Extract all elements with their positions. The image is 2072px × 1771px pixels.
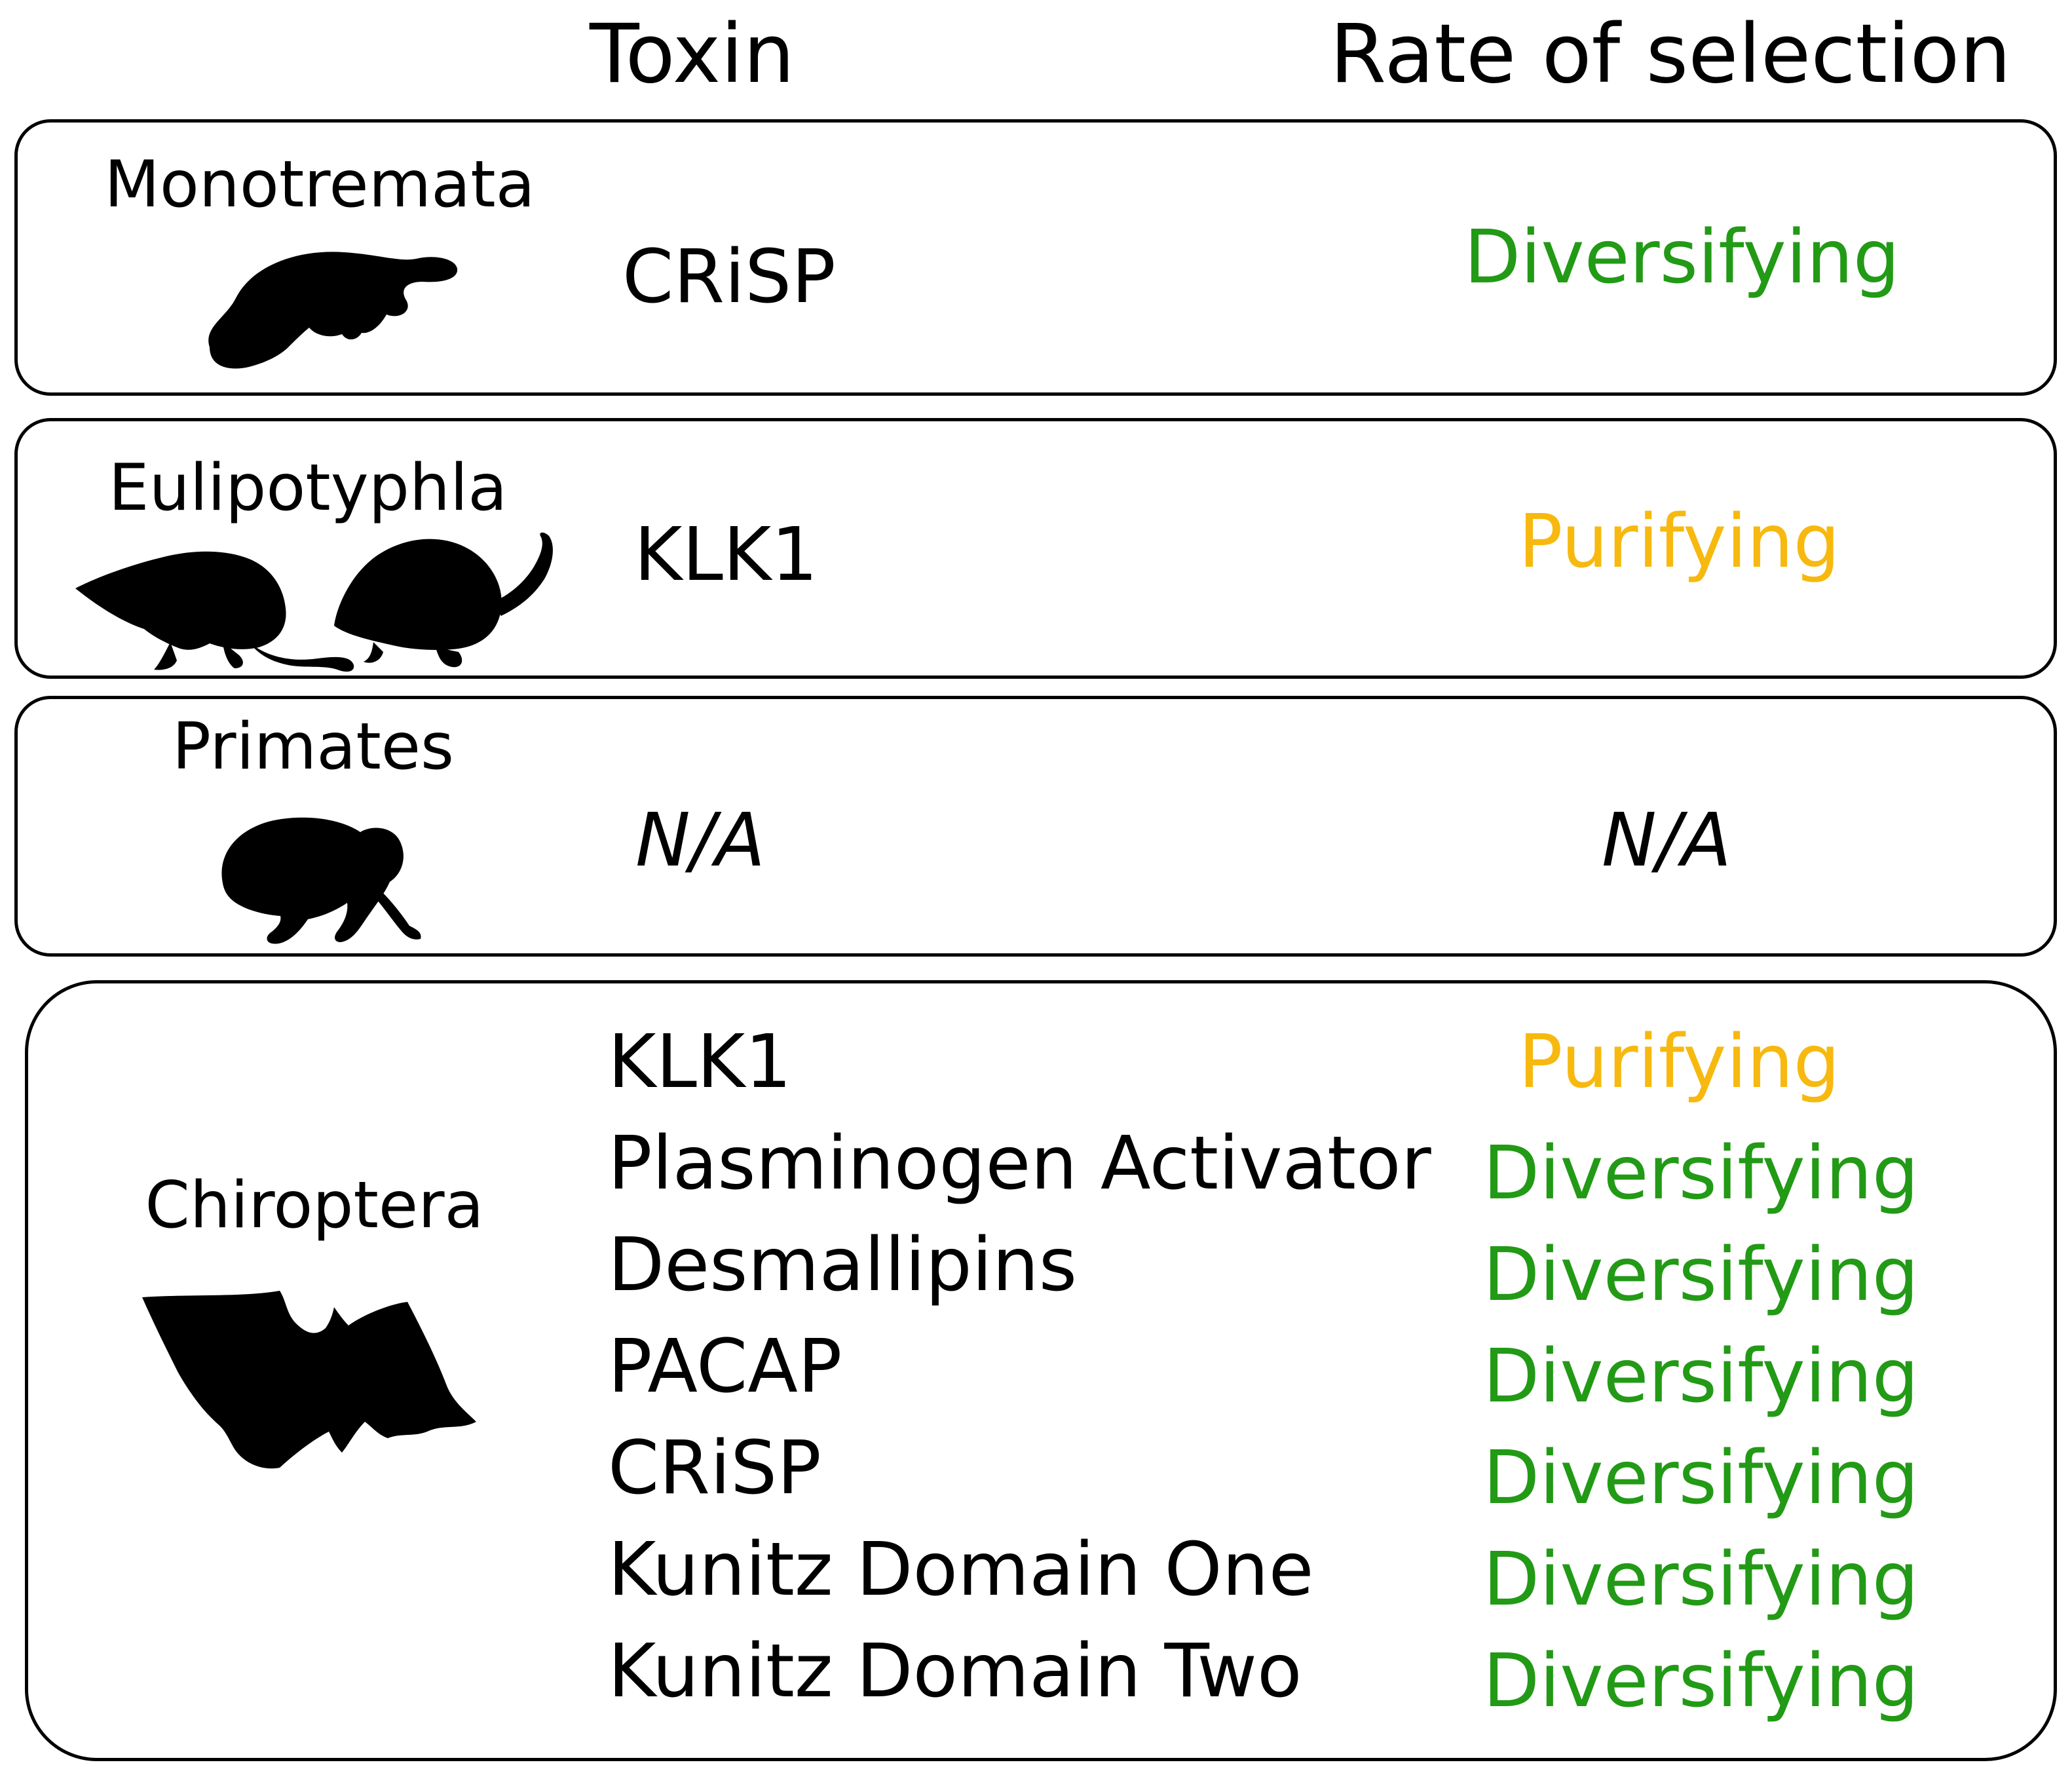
platypus-icon: [208, 252, 458, 369]
chiroptera-selection-3: Diversifying: [1483, 1334, 1919, 1419]
monotremata-selection-0: Diversifying: [1464, 215, 1900, 300]
chiroptera-toxin-2: Desmallipins: [608, 1223, 1078, 1308]
taxon-label-eulipotyphla: Eulipotyphla: [108, 451, 508, 525]
chiroptera-toxin-5: Kunitz Domain One: [608, 1527, 1314, 1612]
chiroptera-selection-2: Diversifying: [1483, 1232, 1919, 1318]
shrew-and-solenodon-icon: [75, 532, 553, 672]
chiroptera-selection-5: Diversifying: [1483, 1537, 1919, 1622]
chiroptera-selection-1: Diversifying: [1483, 1131, 1919, 1216]
chiroptera-selection-6: Diversifying: [1483, 1639, 1919, 1724]
chiroptera-selection-4: Diversifying: [1483, 1436, 1919, 1521]
chiroptera-toxin-3: PACAP: [608, 1324, 842, 1409]
taxon-label-chiroptera: Chiroptera: [145, 1168, 484, 1243]
chiroptera-toxin-6: Kunitz Domain Two: [608, 1629, 1302, 1714]
eulipotyphla-selection-0: Purifying: [1518, 499, 1840, 584]
slow-loris-icon: [221, 817, 421, 944]
chiroptera-selection-0: Purifying: [1518, 1019, 1840, 1105]
chiroptera-toxin-1: Plasminogen Activator: [608, 1121, 1431, 1206]
taxon-label-primates: Primates: [172, 710, 455, 784]
primates-selection-0: N/A: [1602, 798, 1732, 883]
chiroptera-toxin-4: CRiSP: [608, 1426, 821, 1511]
eulipotyphla-toxin-0: KLK1: [634, 512, 818, 598]
chiroptera-toxin-0: KLK1: [608, 1019, 792, 1105]
toxin-column-header: Toxin: [590, 7, 795, 102]
bat-icon: [142, 1291, 476, 1469]
rate-of-selection-column-header: Rate of selection: [1330, 7, 2012, 102]
primates-toxin-0: N/A: [635, 798, 766, 883]
taxon-label-monotremata: Monotremata: [104, 147, 535, 222]
monotremata-toxin-0: CRiSP: [622, 235, 836, 320]
